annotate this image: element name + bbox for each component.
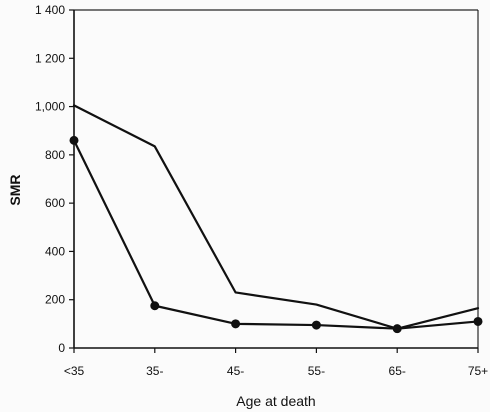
y-tick-label: 200 [45,293,65,307]
y-tick-label: 800 [45,148,65,162]
x-tick-label: 75+ [468,364,488,378]
y-axis-title: SMR [7,174,23,205]
series-2-point [392,324,402,334]
y-axis-ticks: 0 200 400 600 800 1,000 1 200 1 400 [35,3,74,355]
series-2-point [231,319,241,329]
series-2-point [473,316,483,326]
y-tick-label: 1,000 [35,100,65,114]
plot-frame [73,9,479,349]
x-tick-label: <35 [64,364,85,378]
x-axis-title: Age at death [236,393,315,409]
x-tick-label: 45- [227,364,244,378]
y-tick-label: 0 [58,341,65,355]
series-2-point [150,301,160,311]
x-tick-label: 35- [146,364,163,378]
series-2-point [311,320,321,330]
series-2-point [69,135,79,145]
series-layer [69,104,483,334]
series-line-2 [72,139,480,330]
x-tick-label: 55- [308,364,325,378]
x-axis-ticks: <35 35- 45- 55- 65- 75+ [64,348,488,378]
y-tick-label: 400 [45,244,65,258]
y-tick-label: 1 400 [35,3,65,17]
series-line-1 [72,104,480,330]
y-tick-label: 1 200 [35,51,65,65]
y-tick-label: 600 [45,196,65,210]
x-tick-label: 65- [389,364,406,378]
